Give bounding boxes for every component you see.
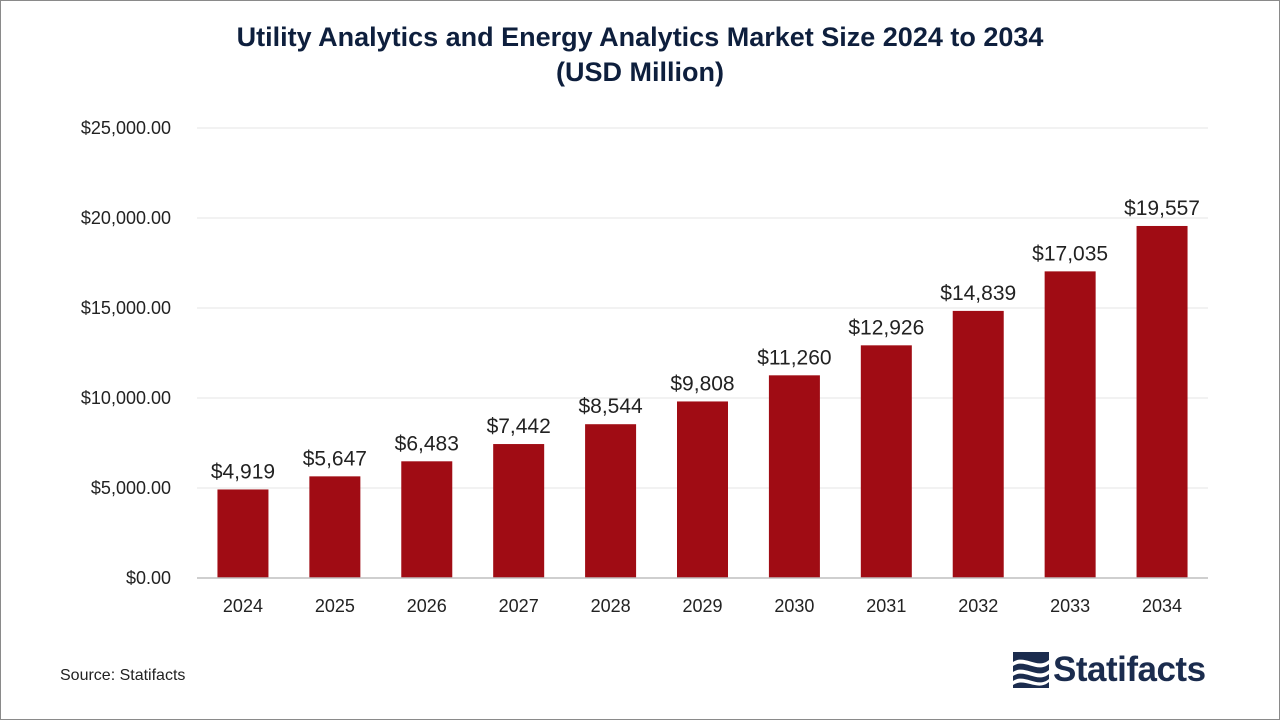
y-tick-label: $15,000.00 (81, 298, 171, 318)
x-tick-label: 2033 (1050, 596, 1090, 616)
bar (493, 444, 545, 578)
bar (401, 461, 453, 578)
bar (309, 476, 361, 578)
statifacts-logo-text: Statifacts (1053, 650, 1206, 689)
bar-value-label: $6,483 (395, 432, 459, 455)
bar (217, 489, 269, 578)
bar-value-label: $4,919 (211, 460, 275, 483)
bar (952, 310, 1004, 578)
bar-value-label: $19,557 (1124, 197, 1200, 220)
chart-title: Utility Analytics and Energy Analytics M… (0, 20, 1280, 90)
bar-value-label: $12,926 (848, 316, 924, 339)
y-tick-label: $20,000.00 (81, 208, 171, 228)
x-tick-label: 2034 (1142, 596, 1182, 616)
source-note: Source: Statifacts (60, 667, 186, 684)
bar-value-label: $9,808 (670, 372, 734, 395)
bar (585, 424, 637, 578)
bar-value-label: $11,260 (757, 346, 831, 369)
x-tick-label: 2025 (315, 596, 355, 616)
x-tick-label: 2024 (223, 596, 263, 616)
y-tick-label: $0.00 (126, 568, 171, 588)
x-tick-label: 2030 (774, 596, 814, 616)
y-tick-label: $25,000.00 (81, 118, 171, 138)
x-tick-label: 2029 (682, 596, 722, 616)
bar (768, 375, 820, 578)
bar-value-label: $7,442 (487, 415, 551, 438)
y-tick-label: $10,000.00 (81, 388, 171, 408)
y-tick-label: $5,000.00 (91, 478, 171, 498)
statifacts-logo-icon (1013, 652, 1049, 688)
x-tick-label: 2028 (591, 596, 631, 616)
x-tick-label: 2027 (499, 596, 539, 616)
bar-value-label: $17,035 (1032, 242, 1108, 265)
bar (1044, 271, 1096, 578)
bar-value-label: $5,647 (303, 447, 367, 470)
bar (677, 401, 728, 578)
statifacts-logo: Statifacts (1013, 650, 1206, 690)
chart-title-line-1: Utility Analytics and Energy Analytics M… (236, 22, 1044, 52)
x-tick-label: 2026 (407, 596, 447, 616)
bar (1136, 225, 1188, 578)
bar-value-label: $8,544 (578, 395, 643, 418)
x-tick-label: 2031 (866, 596, 906, 616)
bar-value-label: $14,839 (940, 282, 1016, 305)
chart-title-line-2: (USD Million) (556, 57, 724, 87)
bar (860, 345, 912, 578)
x-tick-label: 2032 (958, 596, 998, 616)
